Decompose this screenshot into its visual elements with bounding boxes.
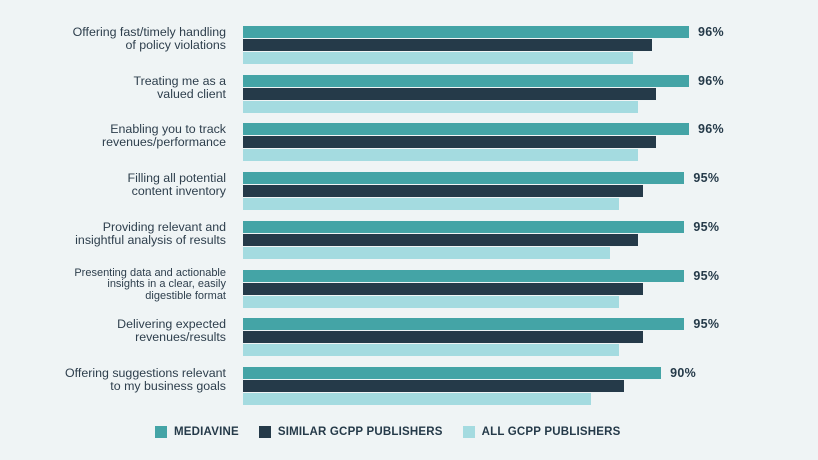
category-label-line: valued client (157, 86, 226, 101)
category-label: Offering fast/timely handling of policy v… (0, 26, 226, 52)
category-label-line: Offering suggestions relevant (65, 365, 226, 380)
bar-group: Presenting data and actionable insights i… (0, 266, 818, 314)
category-label-line: Filling all potential (127, 171, 227, 186)
bar-group: Offering fast/timely handling of policy v… (0, 25, 818, 70)
legend-swatch (462, 426, 475, 438)
value-label: 95% (693, 268, 720, 283)
legend: MEDIAVINE SIMILAR GCPP PUBLISHERS ALL GC… (155, 426, 640, 438)
category-label-line: content inventory (131, 184, 226, 199)
category-label-line: Providing relevant and (102, 219, 226, 234)
category-label-line: to my business goals (110, 378, 226, 393)
category-label: Enabling you to track revenues/performanc… (0, 123, 226, 149)
category-label-line: Delivering expected (117, 317, 226, 332)
category-label-line: Treating me as a (133, 73, 226, 88)
category-label-line: of policy violations (125, 38, 226, 52)
bar (243, 123, 690, 136)
bar (243, 185, 643, 198)
bar-group: Enabling you to track revenues/performanc… (0, 122, 818, 167)
bar-group: Delivering expected revenues/results 95% (0, 317, 818, 362)
bar-group: Treating me as a valued client 96% (0, 73, 818, 119)
legend-item-mediavine: MEDIAVINE (155, 426, 239, 438)
legend-label: MEDIAVINE (174, 426, 239, 438)
value-label: 95% (693, 219, 720, 234)
bar (243, 100, 638, 113)
bar (243, 233, 638, 246)
category-label-line: revenues/results (135, 330, 226, 345)
bar (243, 366, 662, 379)
legend-swatch (155, 426, 167, 438)
category-label-line: Enabling you to track (110, 122, 226, 137)
bar (243, 295, 620, 308)
bar-group: Filling all potential content inventory 95… (0, 171, 818, 216)
bar (243, 74, 690, 87)
bar (243, 26, 690, 38)
category-label-line: insightful analysis of results (75, 232, 226, 247)
value-label: 96% (698, 25, 724, 39)
bar (243, 344, 620, 357)
bar (243, 379, 624, 392)
bar (243, 331, 643, 344)
category-label-line: insights in a clear, easily (107, 278, 226, 290)
bar-group: Offering suggestions relevant to my busin… (0, 365, 818, 411)
legend-label: SIMILAR GCPP PUBLISHERS (277, 426, 443, 438)
value-label: 95% (693, 317, 720, 332)
bar (243, 269, 685, 282)
bar (243, 246, 611, 259)
value-label: 96% (698, 122, 724, 137)
bar (243, 198, 620, 211)
category-label: Presenting data and actionable insights i… (0, 266, 226, 303)
legend-label: ALL GCPP PUBLISHERS (481, 426, 621, 438)
bar (243, 282, 643, 295)
bar (243, 220, 685, 233)
category-label: Offering suggestions relevant to my busin… (0, 365, 226, 393)
value-label: 96% (698, 73, 724, 88)
category-label-line: Offering fast/timely handling (72, 25, 226, 39)
legend-swatch (258, 426, 271, 438)
bar (243, 87, 657, 100)
value-label: 90% (670, 365, 697, 380)
category-label: Delivering expected revenues/results (0, 318, 226, 344)
category-label-line: digestible format (145, 289, 226, 302)
category-label-line: Presenting data and actionable (74, 266, 226, 279)
bar (243, 149, 638, 162)
legend-item-all-gcpp: ALL GCPP PUBLISHERS (462, 426, 621, 438)
category-label: Treating me as a valued client (0, 73, 226, 101)
bar (243, 52, 634, 64)
category-label-line: revenues/performance (102, 135, 226, 150)
bar (243, 39, 652, 51)
bar (243, 392, 592, 405)
bar (243, 318, 685, 331)
legend-item-similar-gcpp: SIMILAR GCPP PUBLISHERS (258, 426, 443, 438)
value-label: 95% (693, 171, 720, 186)
category-label: Providing relevant and insightful analysi… (0, 219, 226, 247)
bar-group: Providing relevant and insightful analysi… (0, 219, 818, 265)
bar (243, 172, 685, 185)
category-label: Filling all potential content inventory (0, 171, 227, 199)
bar (243, 136, 657, 149)
